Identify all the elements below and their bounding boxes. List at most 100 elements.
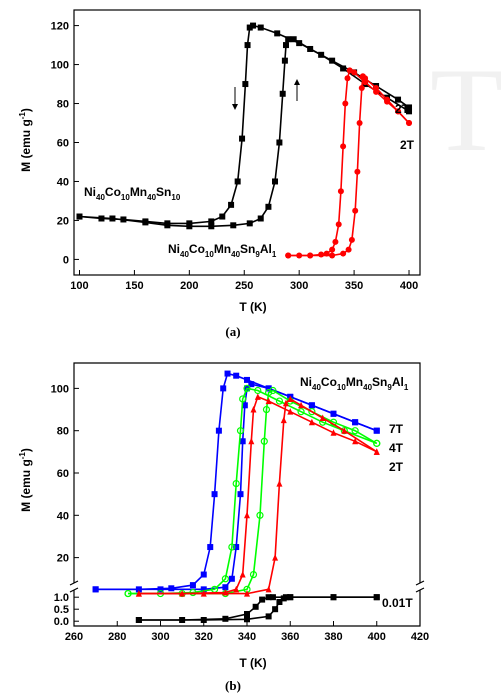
data-point-a0-16 <box>274 30 281 37</box>
data-point-b6-5 <box>259 596 266 603</box>
data-point-b4-8 <box>254 393 261 400</box>
data-point-a2-3 <box>318 251 325 258</box>
data-point-b3-0 <box>124 589 132 598</box>
y-tick-label-b-upper: 40 <box>57 510 69 522</box>
data-point-b7-10 <box>373 594 380 601</box>
data-point-a1-3 <box>164 222 171 229</box>
data-point-b2-5 <box>228 543 236 551</box>
data-point-a0-8 <box>228 201 235 208</box>
axis-ticks-b: 260 280 300 320 340 360 380 400 420 20 40 60 80 100 0.… <box>51 383 430 643</box>
x-tick-label-b: 420 <box>411 631 429 643</box>
y-tick-label-b-lower: 1.0 <box>54 592 69 604</box>
y-tick-label-a: 20 <box>57 215 69 227</box>
data-point-b2-6 <box>232 479 240 488</box>
field-label-4t: 4T <box>389 441 404 455</box>
data-point-b3-13 <box>351 427 359 435</box>
data-point-a3-6 <box>352 207 359 214</box>
data-point-b2-9 <box>243 384 251 392</box>
series-line-b4 <box>138 395 378 595</box>
field-label-001t: 0.01T <box>382 596 413 610</box>
data-point-b4-13 <box>352 437 359 445</box>
data-point-a3-5 <box>348 236 355 243</box>
data-point-a0-19 <box>340 65 347 72</box>
data-point-b3-4 <box>249 570 258 579</box>
data-point-b6-2 <box>222 615 229 622</box>
data-point-a1-11 <box>276 139 283 146</box>
data-point-a0-13 <box>246 24 253 31</box>
data-point-b2-4 <box>221 575 229 583</box>
x-tick-label-a: 100 <box>70 280 88 292</box>
data-point-b6-6 <box>265 594 272 601</box>
data-point-b7-0 <box>135 617 142 623</box>
data-point-b5-4 <box>272 554 279 561</box>
data-point-b1-6 <box>237 491 244 498</box>
data-point-b1-4 <box>228 575 235 582</box>
data-point-a2-6 <box>332 238 339 245</box>
data-point-a0-14 <box>250 22 257 29</box>
data-point-b5-7 <box>282 399 289 407</box>
y-tick-label-a: 120 <box>51 21 69 33</box>
data-point-b0-11 <box>244 376 250 383</box>
y-tick-label-a: 60 <box>57 138 69 150</box>
series-line-b5 <box>138 398 378 595</box>
data-point-b4-10 <box>287 408 294 415</box>
data-point-b0-4 <box>200 571 207 578</box>
data-point-b1-15 <box>352 419 359 426</box>
data-point-b5-6 <box>280 416 287 424</box>
series-group-a <box>76 22 413 259</box>
data-point-b2-11 <box>275 397 284 405</box>
data-point-b7-5 <box>276 599 283 605</box>
data-point-a0-6 <box>208 218 215 225</box>
data-point-a1-6 <box>230 222 237 229</box>
data-point-b3-5 <box>256 511 264 519</box>
x-tick-label-a: 250 <box>235 280 253 292</box>
data-point-b1-8 <box>241 402 248 409</box>
x-tick-label-b: 380 <box>324 631 342 643</box>
data-point-b1-14 <box>330 410 337 417</box>
data-point-a2-10 <box>342 100 349 107</box>
x-tick-label-a: 200 <box>180 280 198 292</box>
series-line-a2 <box>288 69 410 257</box>
data-point-b5-2 <box>244 590 250 597</box>
data-point-b5-8 <box>287 395 294 402</box>
data-point-a3-11 <box>362 75 369 82</box>
x-tick-label-a: 150 <box>125 280 143 292</box>
axis-break-slash <box>69 580 79 586</box>
data-point-b0-10 <box>233 372 240 379</box>
axis-ticks-a: 100 150 200 250 300 350 400 0 20 40 60 80 100 120 <box>51 21 419 292</box>
sample-label-b: Ni40Co10Mn40Sn9Al1 <box>300 375 409 392</box>
y-tick-label-b-upper: 80 <box>57 426 69 438</box>
data-point-a3-14 <box>395 108 402 115</box>
data-point-b7-2 <box>244 616 250 623</box>
data-point-a1-5 <box>208 223 215 230</box>
data-point-a1-4 <box>186 223 193 230</box>
data-point-a0-9 <box>234 178 241 185</box>
x-tick-label-a: 300 <box>290 280 308 292</box>
data-point-b4-3 <box>233 585 240 593</box>
data-point-b1-0 <box>92 586 99 593</box>
axis-break-slash <box>415 580 425 586</box>
data-point-b0-9 <box>224 370 231 377</box>
data-point-b1-1 <box>157 586 164 593</box>
data-point-a2-9 <box>340 143 347 150</box>
data-point-b1-16 <box>373 427 380 434</box>
sample1-label-a: Ni40Co10Mn40Sn10 <box>84 185 181 202</box>
panel-b: 260 280 300 320 340 360 380 400 420 20 40 60 80 100 0.… <box>18 362 430 693</box>
data-point-a1-2 <box>142 219 149 226</box>
field-label-top-a: 2T <box>395 102 410 116</box>
data-point-b6-3 <box>244 611 250 617</box>
data-point-b4-9 <box>265 397 272 405</box>
data-point-a3-15 <box>406 120 413 127</box>
y-tick-label-a: 100 <box>51 60 69 72</box>
data-point-a1-13 <box>281 57 288 64</box>
data-point-a2-5 <box>329 246 336 253</box>
data-point-b0-5 <box>207 544 214 551</box>
panel-label-b: (b) <box>225 678 241 693</box>
watermark-t: T <box>430 43 501 176</box>
y-tick-label-b-lower: 0.5 <box>54 604 69 616</box>
data-point-b7-8 <box>287 594 294 601</box>
data-point-a3-13 <box>384 96 391 103</box>
data-point-b0-8 <box>220 385 227 392</box>
y-tick-label-b-upper: 60 <box>57 468 69 480</box>
